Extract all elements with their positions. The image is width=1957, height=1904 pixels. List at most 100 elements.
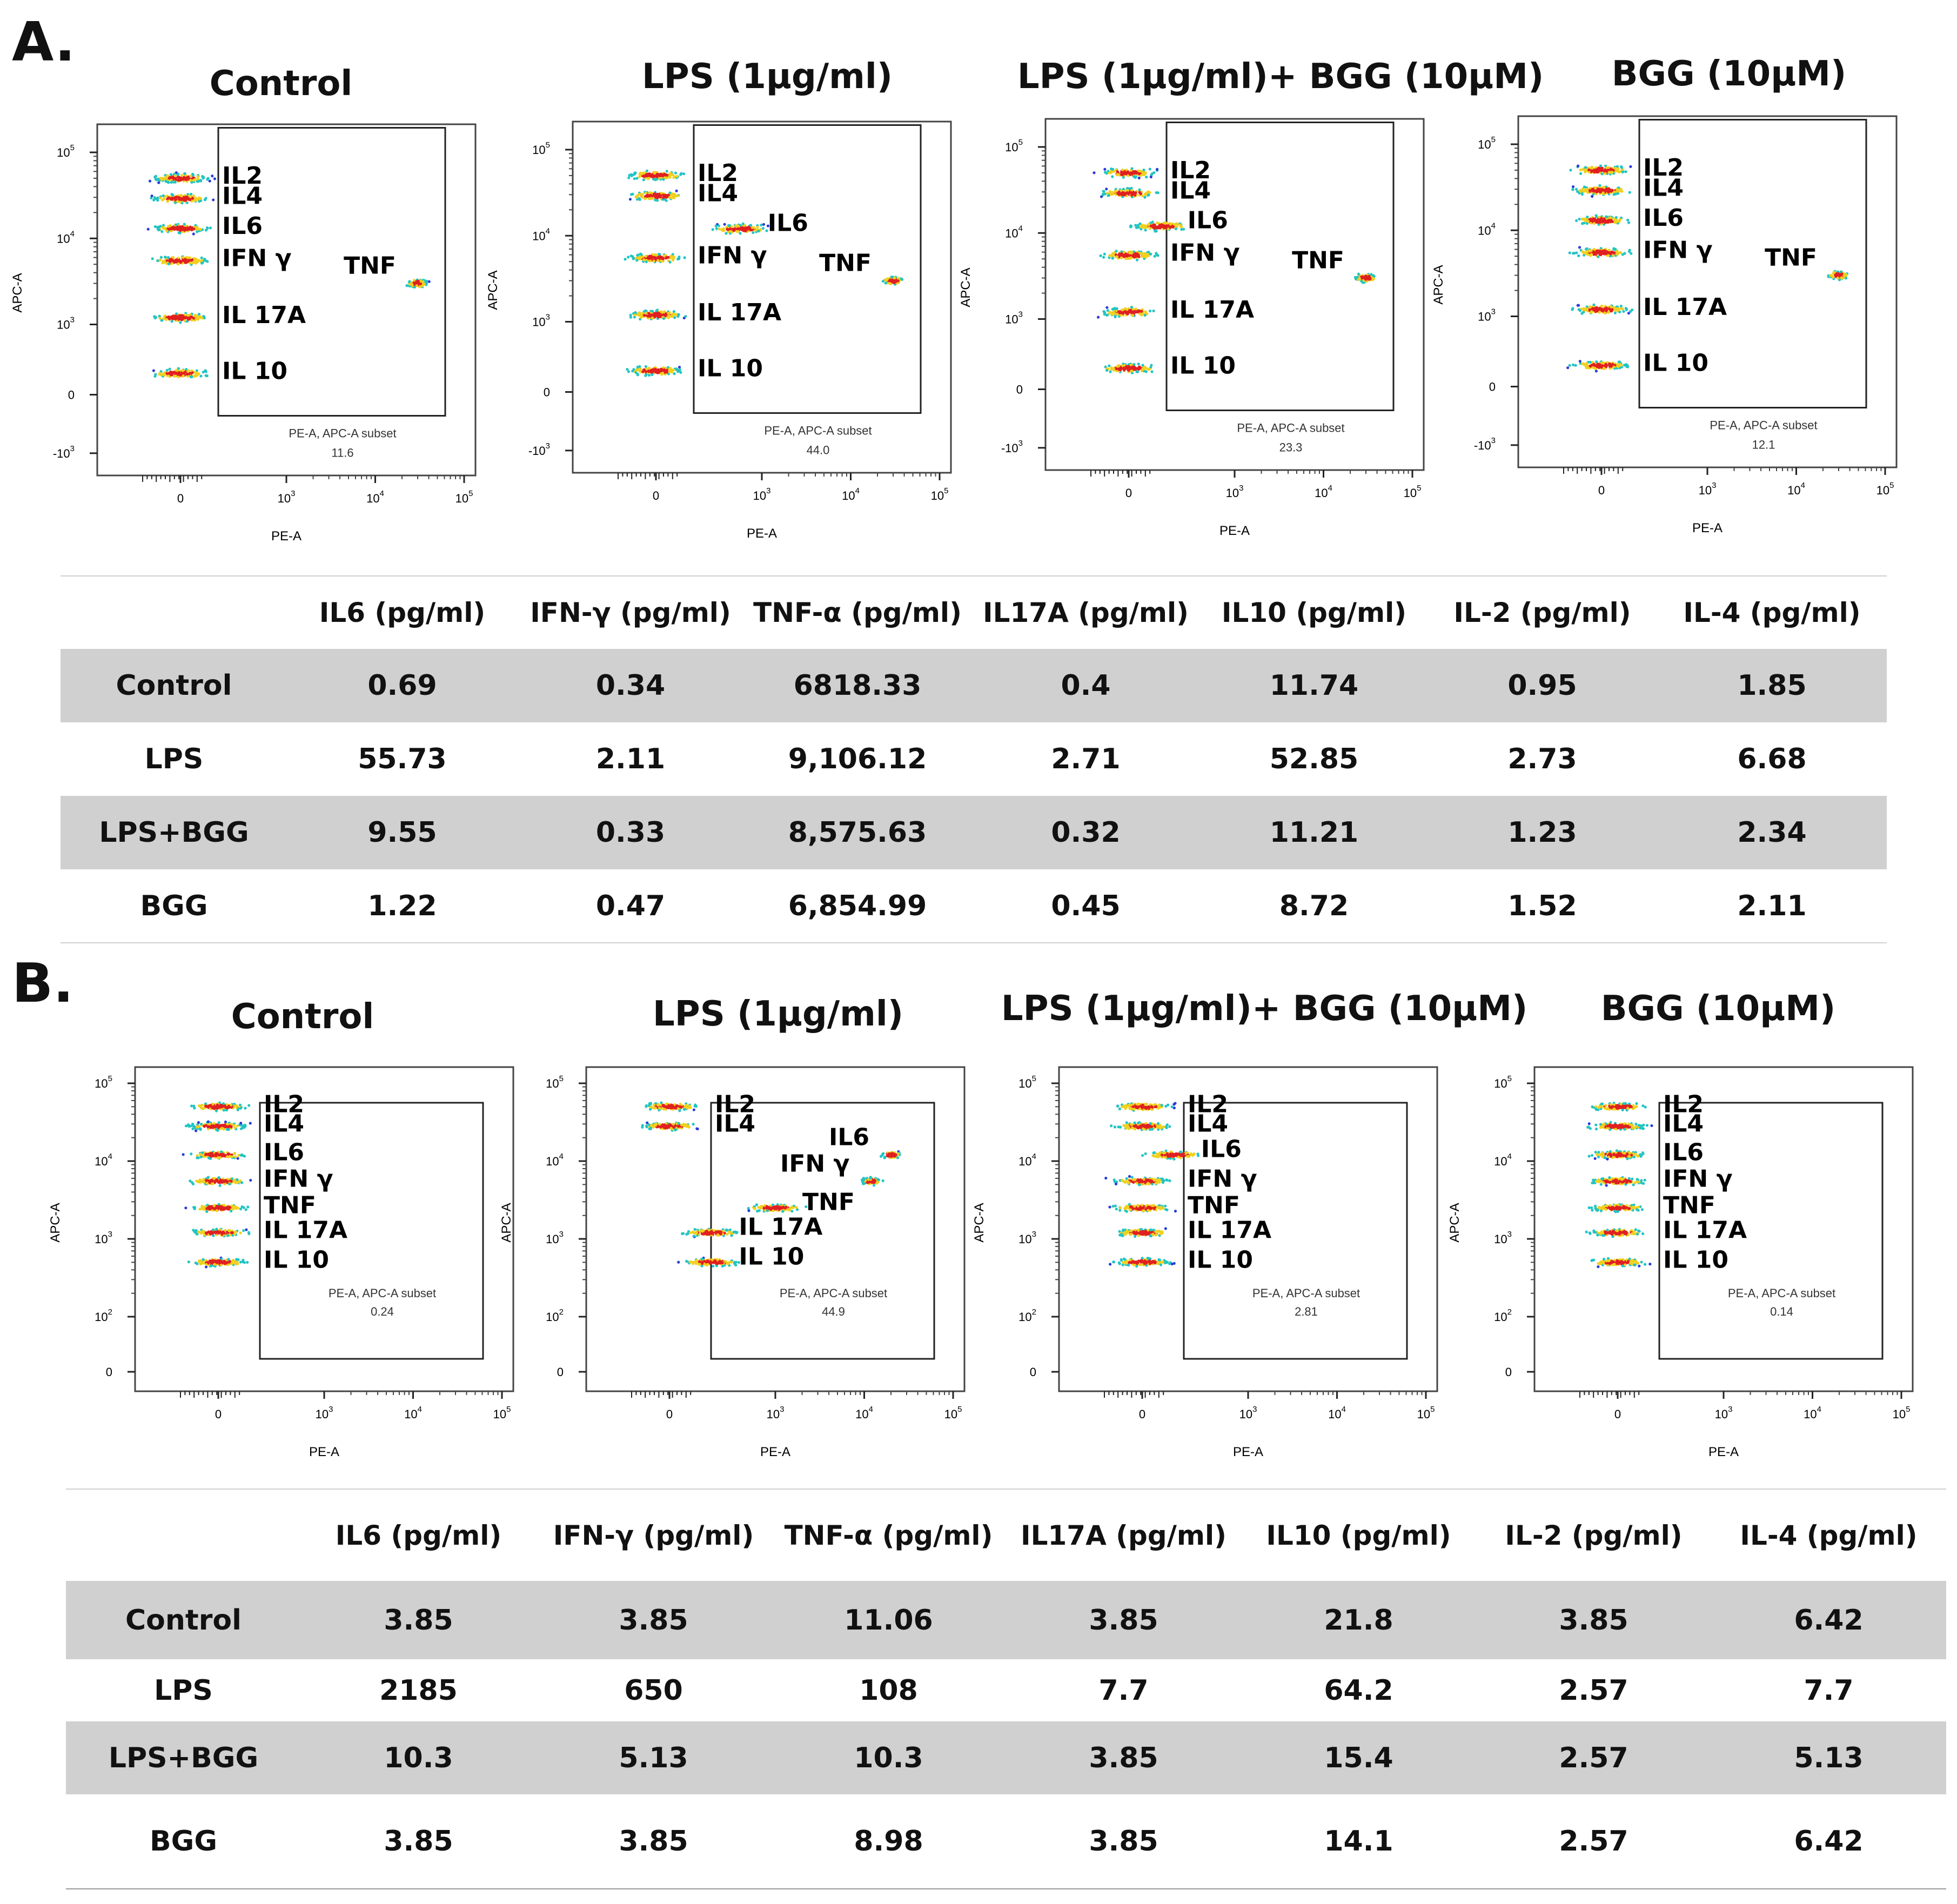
plot-title: LPS (1μg/ml)+ BGG (10μM) <box>1001 989 1528 1029</box>
population-cluster <box>150 192 215 205</box>
population-label: IL 10 <box>222 358 287 385</box>
population-cluster <box>148 171 217 184</box>
population-cluster <box>627 169 686 182</box>
x-tick-label: 105 <box>1404 484 1422 500</box>
x-tick-label: 105 <box>1417 1405 1435 1421</box>
population-label: IL6 <box>1188 207 1228 234</box>
y-axis-label: APC-A <box>486 270 500 310</box>
table-cell: 11.21 <box>1201 796 1427 869</box>
population-label: TNF <box>264 1192 316 1219</box>
population-label: TNF <box>1188 1192 1240 1219</box>
y-tick-label: 104 <box>1494 1152 1512 1168</box>
table-cell: 1.52 <box>1507 889 1577 922</box>
population-cluster <box>881 276 904 286</box>
population-cluster <box>1110 1121 1171 1131</box>
population-label: IL 10 <box>739 1243 804 1270</box>
y-tick-label: 0 <box>1505 1365 1512 1379</box>
gate-rectangle <box>1638 119 1867 408</box>
table-cell: 2.57 <box>1476 1721 1711 1794</box>
y-tick-label: 103 <box>1005 310 1023 326</box>
y-axis-label: APC-A <box>1431 265 1446 304</box>
gate-value: 0.14 <box>1770 1305 1793 1318</box>
population-label: IL2 <box>715 1090 755 1118</box>
row-label: LPS <box>144 743 204 775</box>
table-cell: 0.95 <box>1427 649 1657 722</box>
population-cluster <box>1587 1149 1645 1161</box>
flow-plot: 0 102 103 104 105 APC-A 0 103 104 105 PE-A PE-A, AP… <box>1447 1066 1914 1459</box>
population-cluster <box>1827 270 1849 281</box>
gate-label: PE-A, APC-A subset <box>1710 419 1817 432</box>
population-label: IL4 <box>1170 177 1211 205</box>
table-row: BGG 1.22 0.47 6,854.99 0.45 8.72 1.52 2.… <box>61 869 1887 943</box>
table-cell: 2.11 <box>595 743 666 775</box>
x-axis-label: PE-A <box>271 529 301 544</box>
table-cell: 7.7 <box>1098 1674 1149 1707</box>
gate-rectangle <box>1165 122 1395 411</box>
table-cell: 2.57 <box>1559 1674 1628 1707</box>
x-tick-label: 103 <box>1226 484 1244 500</box>
y-axis-label: APC-A <box>48 1203 63 1242</box>
population-cluster <box>1129 220 1185 233</box>
y-tick-label: 103 <box>532 313 550 329</box>
population-label: IL4 <box>1188 1110 1228 1138</box>
population-cluster <box>1353 272 1376 284</box>
population-cluster <box>146 223 212 236</box>
table-cell: 1.85 <box>1657 649 1887 722</box>
row-label: LPS+BGG <box>61 796 287 869</box>
y-tick-label: -103 <box>1474 436 1496 452</box>
gate-label: PE-A, APC-A subset <box>1252 1286 1360 1300</box>
x-tick-label: 104 <box>855 1405 873 1421</box>
population-label: IL 17A <box>264 1217 347 1244</box>
table-cell: 11.06 <box>771 1581 1006 1659</box>
population-cluster <box>1116 1102 1177 1112</box>
table-header: IL6 (pg/ml) <box>319 597 486 628</box>
table-cell: 9,106.12 <box>788 743 927 775</box>
table-header: IL6 (pg/ml) <box>335 1519 502 1551</box>
population-label: IL2 <box>698 159 738 187</box>
y-tick-label: 105 <box>1494 1074 1512 1090</box>
gate-value: 23.3 <box>1279 441 1303 454</box>
y-tick-label: 104 <box>1478 221 1496 237</box>
plot-frame <box>1517 115 1898 468</box>
population-cluster <box>1575 214 1631 226</box>
x-tick-label: 104 <box>1804 1405 1821 1421</box>
population-label: IL6 <box>829 1124 869 1151</box>
y-tick-label: 102 <box>546 1308 564 1324</box>
table-cell: 0.45 <box>1051 889 1121 922</box>
table-header <box>61 576 287 649</box>
plot-area: -103 0 103 104 105 APC-A 0 103 104 105 PE-A PE-A, A… <box>486 120 952 541</box>
x-tick-label: 0 <box>1125 486 1132 500</box>
population-cluster <box>1569 164 1632 176</box>
population-label: IFN γ <box>780 1150 850 1177</box>
x-tick-label: 105 <box>944 1405 962 1421</box>
y-tick-label: 0 <box>68 388 75 402</box>
y-tick-label: 103 <box>57 316 75 332</box>
population-cluster <box>405 278 431 289</box>
row-label: BGG <box>150 1825 217 1858</box>
population-label: IL 17A <box>1188 1217 1271 1244</box>
x-axis-label: PE-A <box>1708 1445 1739 1459</box>
x-axis-label: PE-A <box>1692 521 1723 535</box>
table-cell: 2.57 <box>1559 1825 1628 1858</box>
y-axis-label: APC-A <box>1447 1203 1462 1242</box>
table-cell: 0.34 <box>517 649 744 722</box>
x-axis-label: PE-A <box>747 526 777 541</box>
table-cell: 3.85 <box>384 1825 453 1858</box>
flow-plot: -103 0 103 104 105 APC-A 0 103 104 105 PE-A PE-A, A… <box>10 123 477 544</box>
table-cell: 7.7 <box>1804 1674 1854 1707</box>
table-row: LPS 55.73 2.11 9,106.12 2.71 52.85 2.73 … <box>61 722 1887 796</box>
x-tick-label: 104 <box>404 1405 422 1421</box>
population-label: IL2 <box>222 162 263 190</box>
row-label: BGG <box>140 889 208 922</box>
population-cluster <box>747 1203 808 1213</box>
population-cluster <box>1591 1176 1646 1187</box>
y-tick-label: 103 <box>1478 307 1496 324</box>
y-tick-label: 102 <box>95 1308 112 1324</box>
x-tick-label: 105 <box>931 486 949 502</box>
flow-plot: -103 0 103 104 105 APC-A 0 103 104 105 PE-A PE-A, A… <box>1431 115 1898 535</box>
table-cell: 3.85 <box>301 1581 536 1659</box>
table-cell: 55.73 <box>358 743 447 775</box>
population-label: IL4 <box>1663 1110 1704 1138</box>
y-axis-label: APC-A <box>10 273 25 312</box>
population-label: TNF <box>802 1189 855 1216</box>
